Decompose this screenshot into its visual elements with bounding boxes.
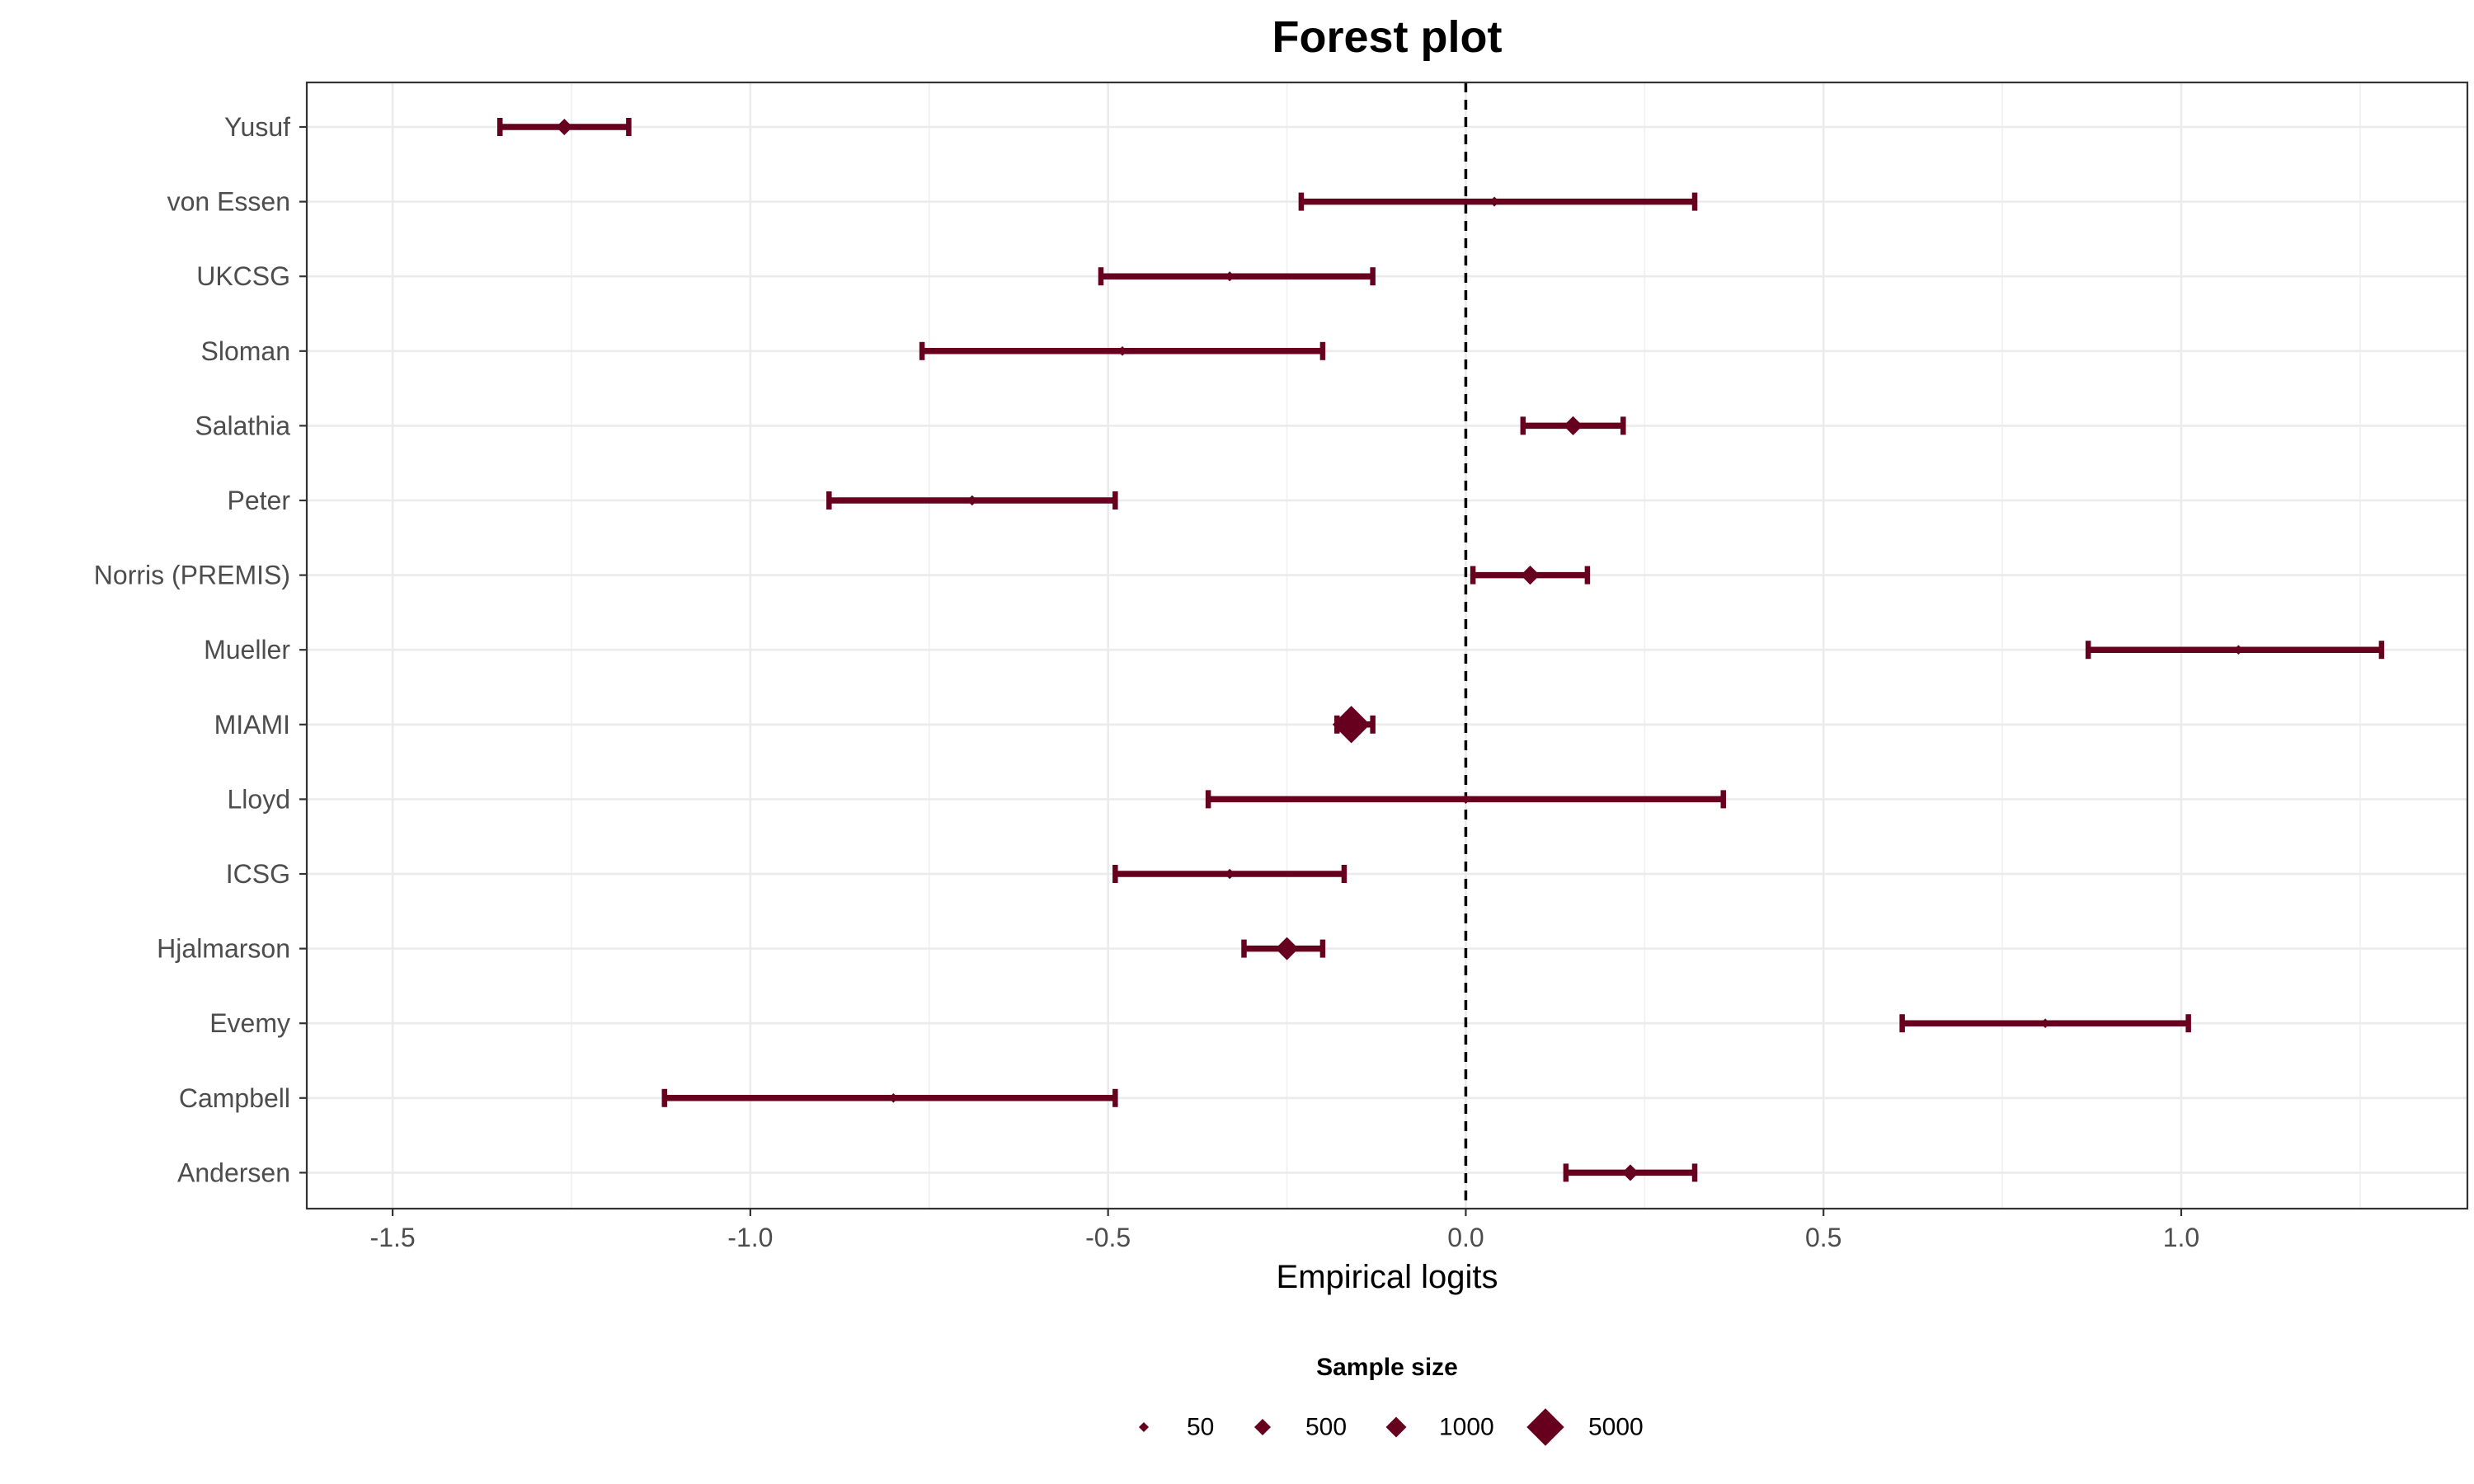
x-axis-title: Empirical logits — [1277, 1259, 1498, 1295]
point-estimate — [1224, 868, 1235, 880]
x-tick-label: 0.5 — [1805, 1223, 1841, 1252]
legend-label: 5000 — [1588, 1414, 1644, 1441]
x-axis-ticks: -1.5 -1.0 -0.5 0.0 0.5 1.0 — [370, 1209, 2199, 1252]
y-tick-label: Sloman — [201, 336, 291, 366]
point-estimate — [1489, 196, 1500, 207]
y-tick-label: UKCSG — [196, 261, 290, 291]
point-estimate — [1520, 565, 1540, 585]
y-tick-label: von Essen — [167, 187, 290, 217]
point-estimate — [1563, 416, 1583, 436]
point-estimate — [556, 118, 573, 136]
y-axis-ticks: Yusuf von Essen UKCSG Sloman Salathia Peter No… — [94, 112, 307, 1187]
legend-label: 500 — [1305, 1414, 1347, 1441]
point-estimate — [1332, 706, 1371, 744]
legend: Sample size 50 500 1000 5000 — [1138, 1354, 1644, 1446]
y-tick-label: Evemy — [209, 1008, 290, 1038]
y-tick-label: Yusuf — [224, 112, 290, 142]
point-estimate — [2233, 645, 2244, 655]
x-tick-label: -1.0 — [727, 1223, 773, 1252]
legend-label: 1000 — [1439, 1414, 1494, 1441]
y-tick-label: Campbell — [179, 1083, 290, 1113]
legend-label: 50 — [1187, 1414, 1214, 1441]
y-tick-label: Lloyd — [228, 784, 291, 814]
point-estimate — [2040, 1018, 2051, 1029]
chart-title: Forest plot — [1272, 12, 1503, 62]
legend-title: Sample size — [1316, 1354, 1458, 1381]
point-estimate — [1460, 794, 1471, 805]
point-estimate — [1117, 345, 1127, 356]
y-tick-label: ICSG — [226, 859, 290, 889]
point-estimate — [967, 495, 978, 506]
point-estimate — [1225, 271, 1235, 282]
legend-items: 50 500 1000 5000 — [1138, 1408, 1644, 1446]
y-tick-label: Mueller — [204, 635, 290, 665]
legend-key — [1138, 1421, 1150, 1433]
legend-key — [1526, 1408, 1564, 1446]
y-tick-label: MIAMI — [214, 710, 290, 740]
y-tick-label: Hjalmarson — [157, 934, 290, 964]
point-estimate — [1621, 1164, 1639, 1181]
x-tick-label: 0.0 — [1447, 1223, 1484, 1252]
x-tick-label: 1.0 — [2163, 1223, 2199, 1252]
x-tick-label: -0.5 — [1085, 1223, 1131, 1252]
x-tick-label: -1.5 — [370, 1223, 416, 1252]
grid-lines — [307, 82, 2467, 1209]
y-tick-label: Norris (PREMIS) — [94, 561, 290, 590]
point-estimates — [556, 118, 2244, 1181]
y-tick-label: Andersen — [177, 1158, 290, 1187]
point-estimate — [1275, 937, 1299, 960]
y-tick-label: Salathia — [195, 411, 290, 440]
legend-key — [1253, 1418, 1272, 1436]
y-tick-label: Peter — [228, 486, 291, 515]
legend-key — [1385, 1416, 1407, 1438]
plot-panel-border — [305, 81, 2469, 1210]
point-estimate — [888, 1092, 899, 1103]
